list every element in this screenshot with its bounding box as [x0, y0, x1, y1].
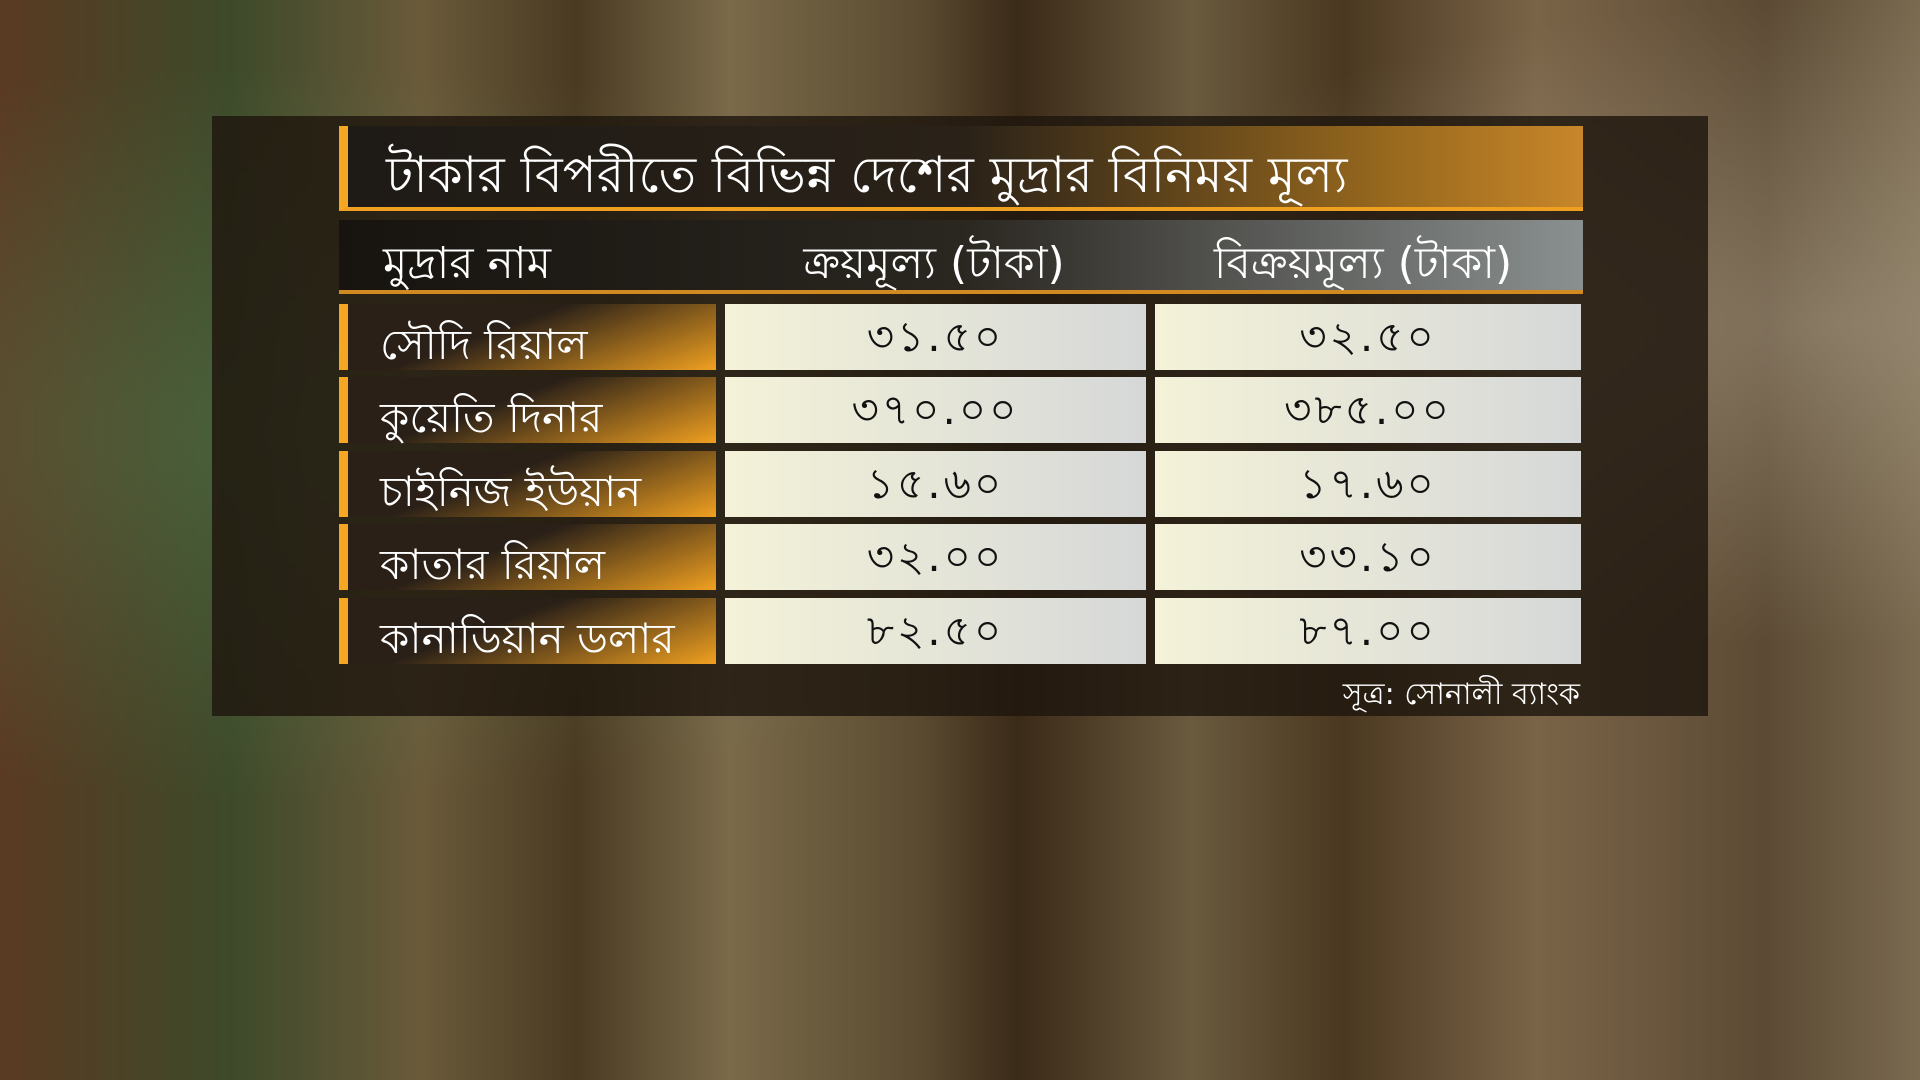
table-row: কাতার রিয়াল ৩২.০০ ৩৩.১০: [339, 524, 1583, 590]
sell-value: ১৭.৬০: [1299, 459, 1437, 508]
sell-cell: ৮৭.০০: [1155, 598, 1581, 664]
sell-value: ৮৭.০০: [1299, 606, 1437, 655]
buy-cell: ৩২.০০: [725, 524, 1146, 590]
page-title: টাকার বিপরীতে বিভিন্ন দেশের মুদ্রার বিনি…: [386, 146, 1348, 204]
buy-value: ৮২.৫০: [866, 606, 1005, 655]
currency-name: কাতার রিয়াল: [380, 540, 606, 589]
sell-value: ৩২.৫০: [1299, 312, 1437, 361]
sell-cell: ৩২.৫০: [1155, 304, 1581, 370]
buy-value: ১৫.৬০: [866, 459, 1005, 508]
currency-name-cell: সৌদি রিয়াল: [339, 304, 716, 370]
sell-cell: ৩৩.১০: [1155, 524, 1581, 590]
currency-name-cell: কুয়েতি দিনার: [339, 377, 716, 443]
buy-value: ৩২.০০: [866, 532, 1005, 581]
currency-name: চাইনিজ ইউয়ান: [380, 467, 642, 516]
sell-cell: ৩৮৫.০০: [1155, 377, 1581, 443]
table-row: কুয়েতি দিনার ৩৭০.০০ ৩৮৫.০০: [339, 377, 1583, 443]
header-buy-price: ক্রয়মূল্য (টাকা): [803, 238, 1065, 289]
currency-name: কানাডিয়ান ডলার: [380, 614, 675, 663]
table-row: সৌদি রিয়াল ৩১.৫০ ৩২.৫০: [339, 304, 1583, 370]
currency-name: কুয়েতি দিনার: [380, 393, 603, 442]
buy-value: ৩১.৫০: [866, 312, 1005, 361]
table-row: কানাডিয়ান ডলার ৮২.৫০ ৮৭.০০: [339, 598, 1583, 664]
currency-name: সৌদি রিয়াল: [380, 320, 588, 369]
header-sell-price: বিক্রয়মূল্য (টাকা): [1213, 238, 1513, 289]
buy-cell: ১৫.৬০: [725, 451, 1146, 517]
table-header: মুদ্রার নাম ক্রয়মূল্য (টাকা) বিক্রয়মূল…: [339, 220, 1583, 294]
sell-value: ৩৮৫.০০: [1284, 385, 1452, 434]
buy-cell: ৮২.৫০: [725, 598, 1146, 664]
title-bar: টাকার বিপরীতে বিভিন্ন দেশের মুদ্রার বিনি…: [339, 126, 1583, 211]
source-credit: সূত্র: সোনালী ব্যাংক: [1342, 677, 1580, 712]
buy-cell: ৩৭০.০০: [725, 377, 1146, 443]
currency-name-cell: চাইনিজ ইউয়ান: [339, 451, 716, 517]
sell-cell: ১৭.৬০: [1155, 451, 1581, 517]
currency-name-cell: কাতার রিয়াল: [339, 524, 716, 590]
sell-value: ৩৩.১০: [1299, 532, 1437, 581]
buy-value: ৩৭০.০০: [851, 385, 1020, 434]
buy-cell: ৩১.৫০: [725, 304, 1146, 370]
currency-name-cell: কানাডিয়ান ডলার: [339, 598, 716, 664]
table-row: চাইনিজ ইউয়ান ১৫.৬০ ১৭.৬০: [339, 451, 1583, 517]
header-currency-name: মুদ্রার নাম: [383, 238, 552, 289]
